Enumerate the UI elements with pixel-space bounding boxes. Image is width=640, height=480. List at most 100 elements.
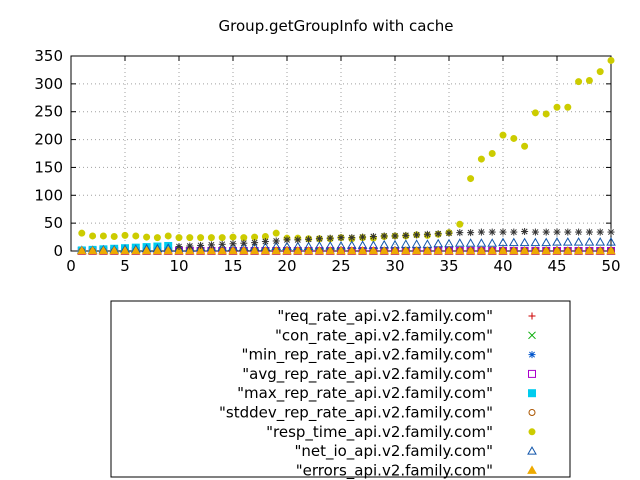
data-point [78, 229, 86, 237]
grid [71, 56, 611, 251]
data-point [195, 245, 206, 255]
data-point [487, 238, 498, 247]
legend-marker [528, 369, 536, 378]
data-point [348, 234, 356, 242]
legend-label: "req_rate_api.v2.family.com" [277, 307, 493, 326]
data-point [562, 245, 573, 255]
data-point [530, 237, 541, 247]
data-point [369, 233, 377, 241]
legend-label: "avg_rep_rate_api.v2.family.com" [242, 365, 493, 384]
legend-marker [528, 389, 536, 398]
data-point [454, 245, 465, 255]
data-point [564, 103, 572, 111]
y-tick-label: 300 [34, 75, 63, 93]
data-point [130, 245, 141, 255]
data-point [120, 245, 130, 255]
data-point [240, 239, 248, 247]
series-8 [76, 245, 616, 255]
y-tick-label: 200 [34, 131, 63, 149]
data-point [434, 230, 442, 238]
data-point [575, 78, 583, 86]
x-tick-label: 0 [66, 257, 76, 275]
legend-marker [528, 351, 536, 359]
data-point [552, 245, 562, 255]
data-point [498, 237, 508, 247]
data-point [467, 229, 475, 237]
legend-label: "min_rep_rate_api.v2.family.com" [242, 346, 493, 365]
axis-ticks: 0 5 10 15 20 25 30 35 40 45 50 0 50 100 150 200 250 300 35… [34, 47, 620, 275]
data-point [575, 228, 583, 236]
data-point [359, 233, 367, 241]
x-tick-label: 50 [601, 257, 620, 275]
data-point [606, 237, 616, 246]
data-point [207, 241, 215, 249]
data-point [305, 235, 313, 243]
data-point [272, 237, 280, 245]
data-point [542, 110, 550, 118]
data-point [272, 229, 280, 237]
data-point [521, 142, 529, 150]
data-point [400, 245, 411, 255]
plot-frame [70, 55, 612, 252]
series-9 [175, 228, 615, 251]
data-point [499, 131, 507, 139]
data-point [89, 232, 97, 240]
data-point [445, 229, 453, 237]
data-point [423, 230, 431, 238]
data-point [336, 245, 346, 255]
data-point [197, 241, 205, 249]
data-point [510, 134, 518, 142]
data-point [368, 245, 379, 255]
legend-marker [528, 312, 536, 320]
data-point [508, 237, 519, 247]
data-point [562, 237, 573, 246]
data-point [379, 245, 390, 255]
data-point [487, 245, 498, 255]
data-point [174, 245, 184, 255]
data-point [357, 245, 368, 255]
data-point [596, 228, 604, 236]
data-point [326, 234, 334, 242]
x-tick-label: 5 [120, 257, 130, 275]
data-point [186, 234, 194, 242]
data-point [553, 228, 561, 236]
data-point [541, 245, 552, 255]
data-point [607, 56, 615, 64]
data-point [413, 231, 421, 239]
data-point [98, 245, 109, 255]
legend-marker [528, 331, 536, 340]
legend-marker [527, 446, 537, 455]
data-point [346, 245, 357, 255]
legend: "req_rate_api.v2.family.com""con_rate_ap… [110, 300, 571, 480]
y-tick-label: 100 [34, 186, 63, 204]
data-point [477, 155, 485, 163]
legend-label: "resp_time_api.v2.family.com" [266, 423, 493, 442]
data-point [488, 228, 496, 236]
data-point [197, 234, 205, 242]
data-point [531, 109, 539, 117]
legend-label: "max_rep_rate_api.v2.family.com" [237, 384, 493, 403]
data-point [206, 245, 217, 255]
data-point [530, 245, 541, 255]
data-point [249, 245, 260, 255]
data-point [292, 245, 303, 255]
data-point [465, 238, 476, 247]
data-point [99, 232, 107, 240]
data-point [110, 233, 118, 241]
data-point [283, 236, 291, 244]
data-point [218, 240, 226, 248]
data-point [552, 237, 562, 246]
data-point [218, 234, 226, 242]
data-point [184, 245, 195, 255]
data-point [585, 228, 593, 236]
data-point [564, 228, 572, 236]
x-tick-label: 40 [493, 257, 512, 275]
data-point [260, 245, 271, 255]
data-point [141, 245, 152, 255]
data-point [433, 238, 444, 248]
x-tick-label: 20 [277, 257, 296, 275]
data-point [76, 245, 87, 255]
data-point [467, 175, 475, 183]
data-point [477, 228, 485, 236]
